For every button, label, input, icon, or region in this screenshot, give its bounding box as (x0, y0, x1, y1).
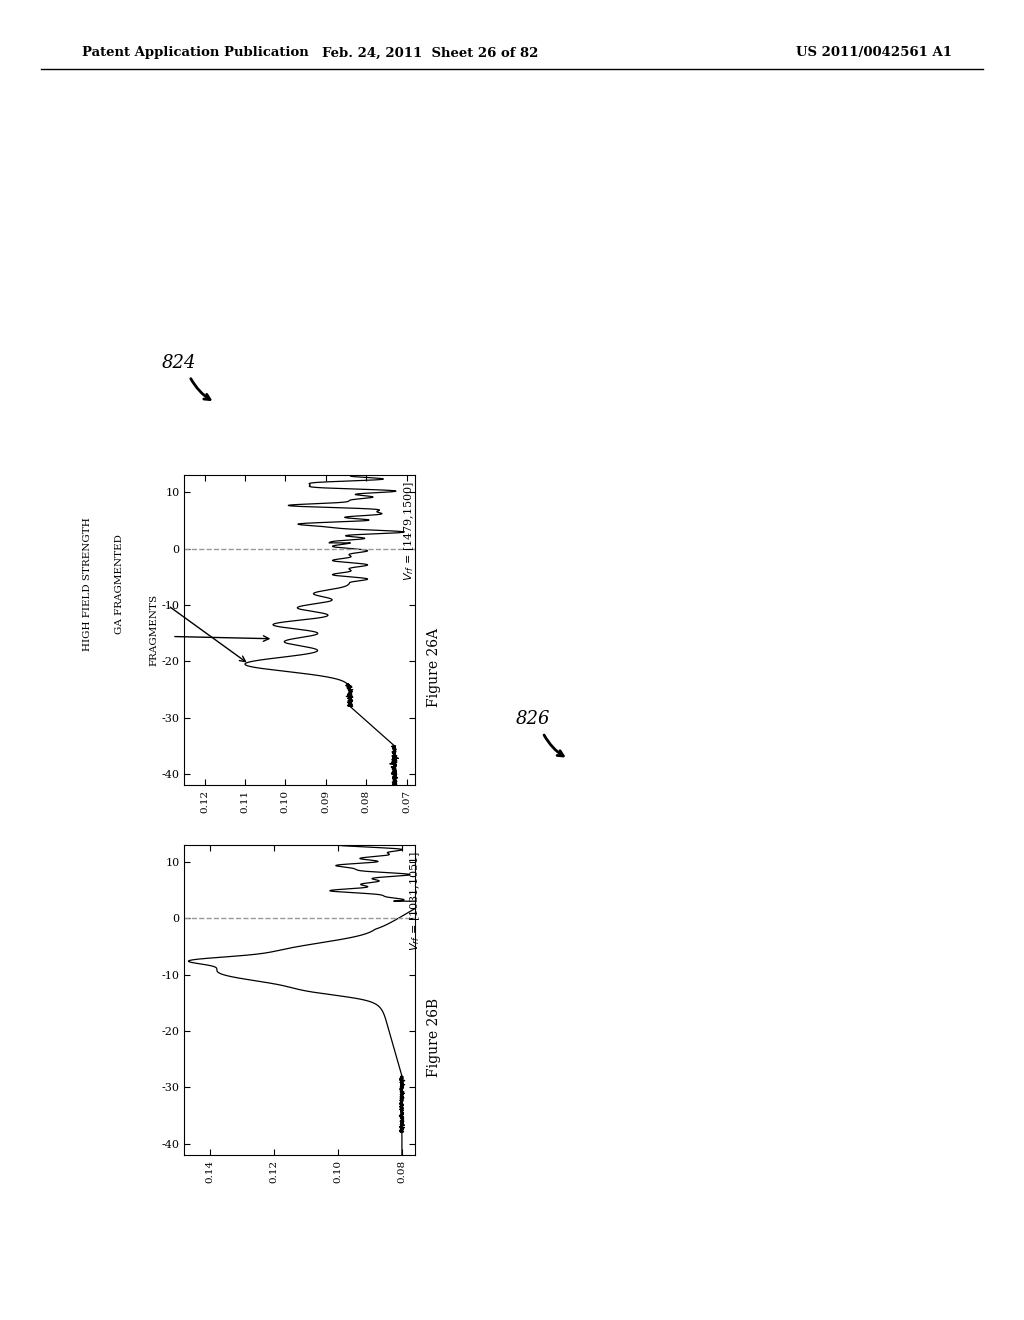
Text: Figure 26A: Figure 26A (427, 628, 441, 708)
Text: $V_{rf}$ = [1479,1500]: $V_{rf}$ = [1479,1500] (402, 480, 416, 581)
Text: Patent Application Publication: Patent Application Publication (82, 46, 308, 59)
Text: 826: 826 (515, 710, 550, 729)
Text: 824: 824 (162, 354, 197, 372)
Text: HIGH FIELD STRENGTH: HIGH FIELD STRENGTH (83, 517, 91, 651)
Text: US 2011/0042561 A1: US 2011/0042561 A1 (797, 46, 952, 59)
Text: $V_{rf}$ = [1031,1051]: $V_{rf}$ = [1031,1051] (409, 850, 422, 950)
Text: Figure 26B: Figure 26B (427, 998, 441, 1077)
Text: GA FRAGMENTED: GA FRAGMENTED (116, 533, 124, 634)
Text: Feb. 24, 2011  Sheet 26 of 82: Feb. 24, 2011 Sheet 26 of 82 (322, 46, 539, 59)
Text: FRAGMENTS: FRAGMENTS (150, 594, 158, 667)
